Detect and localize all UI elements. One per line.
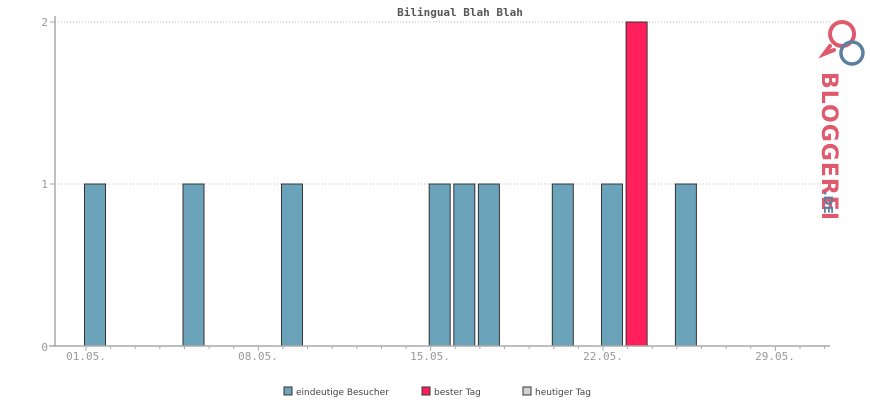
y-tick-label-2: 2 [41,16,48,29]
bar-15-05 [428,183,451,347]
bar-25-05 [674,183,697,347]
x-tick-label-0: 01.05. [66,350,106,363]
axes [49,16,830,347]
bloggerei-logo: BLOGGEREI .DE [816,20,865,221]
bar-09-05 [281,183,303,347]
legend: eindeutige Besucher bester Tag heutiger … [283,386,591,398]
grid-lines [55,21,830,185]
speech-bubble-icon [818,20,865,66]
legend-swatch-besucher [283,386,293,396]
legend-label-besucher: eindeutige Besucher [296,388,389,398]
bar-05-05 [182,183,205,347]
legend-swatch-bester-tag [421,386,431,396]
chart-title: Bilingual Blah Blah [397,6,523,19]
logo-tld-text: .DE [821,191,835,214]
bar-16-05 [453,183,476,347]
bar-01-05 [84,183,106,347]
x-tick-label-2: 15.05. [410,350,450,363]
bar-17-05 [477,183,500,347]
legend-label-bester-tag: bester Tag [434,388,481,398]
legend-swatch-heutiger-tag [522,386,532,396]
logo-brand-text: BLOGGEREI [816,72,841,221]
legend-label-heutiger-tag: heutiger Tag [535,388,591,398]
bar-20-05 [551,183,574,347]
y-tick-label-1: 1 [41,178,48,191]
bar-23-05 [625,21,648,347]
x-ticks [85,346,826,351]
x-tick-label-4: 29.05. [755,350,795,363]
x-tick-label-1: 08.05. [238,350,278,363]
y-tick-label-0: 0 [41,341,48,354]
x-tick-label-3: 22.05. [583,350,623,363]
bars [84,21,697,347]
bar-22-05 [601,183,623,347]
